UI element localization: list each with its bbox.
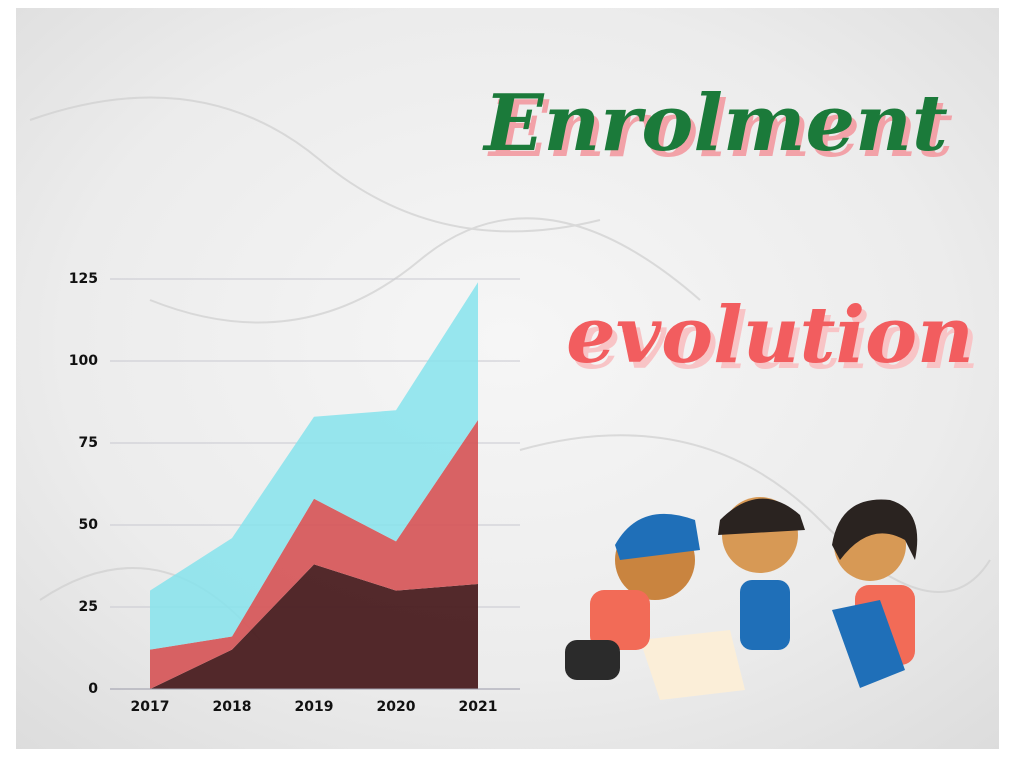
y-tick-label: 125 <box>69 271 98 287</box>
chart-title: evolution <box>566 290 974 381</box>
y-tick-label: 0 <box>88 681 98 697</box>
chart-title: Enrolment <box>482 78 948 169</box>
chart: Enrolment Enrolment evolution evolution … <box>0 0 1015 757</box>
y-tick-label: 50 <box>79 517 99 533</box>
x-tick-label: 2019 <box>295 699 334 715</box>
x-tick-label: 2021 <box>459 699 498 715</box>
x-tick-label: 2018 <box>213 699 252 715</box>
y-tick-label: 75 <box>79 435 98 451</box>
x-tick-label: 2020 <box>377 699 416 715</box>
y-tick-label: 25 <box>79 599 98 615</box>
y-tick-label: 100 <box>69 353 98 369</box>
x-tick-label: 2017 <box>131 699 170 715</box>
